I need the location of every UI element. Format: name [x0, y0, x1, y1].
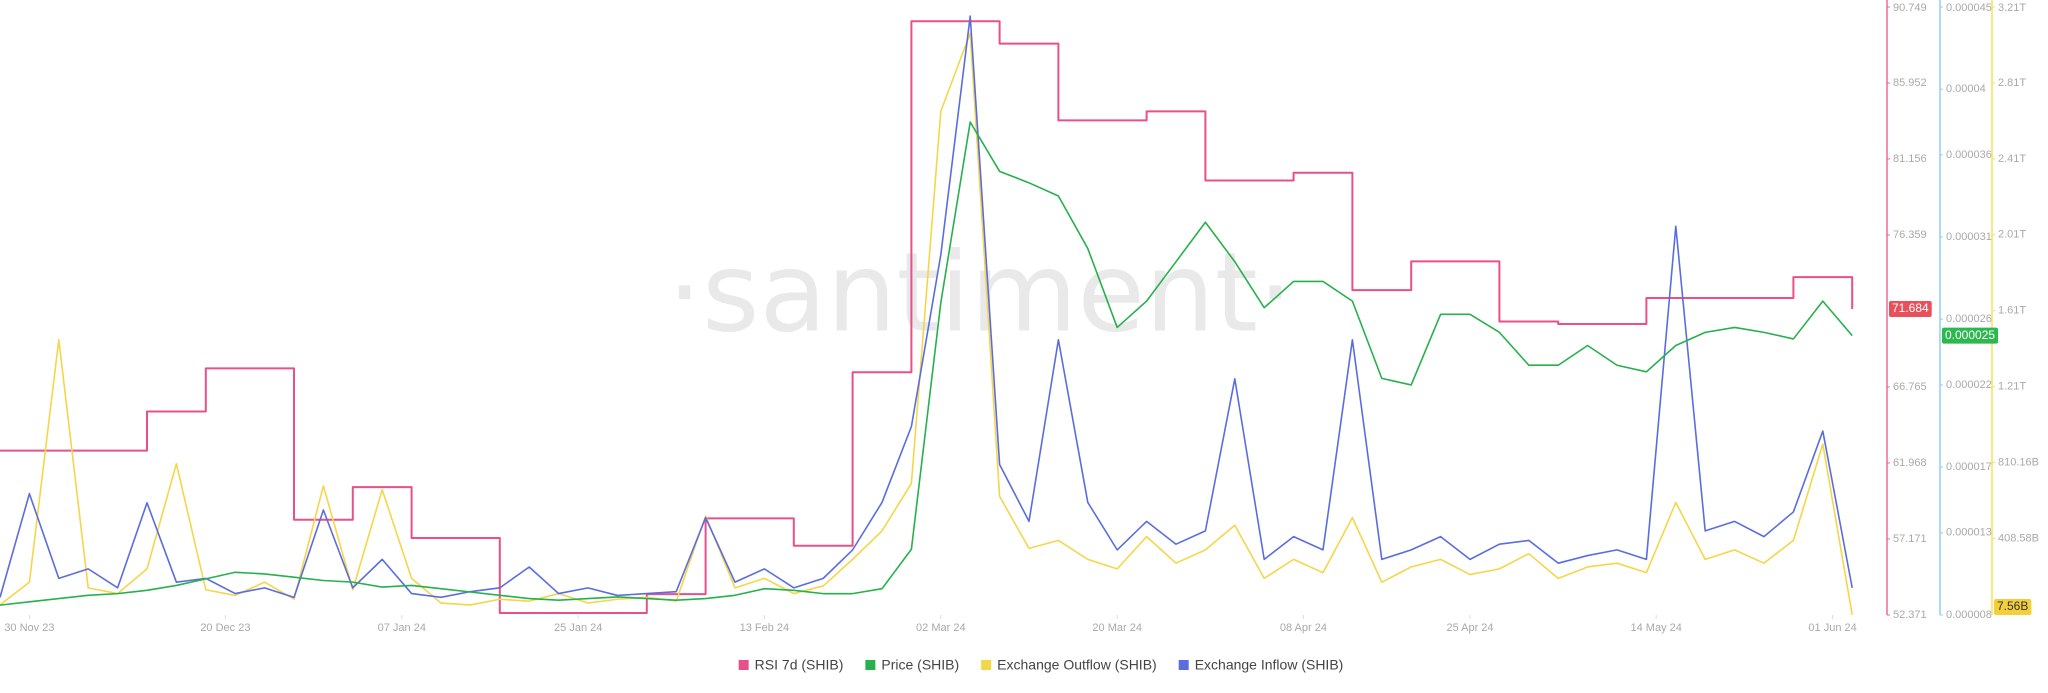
y-tick-label: 85.952 [1893, 77, 1927, 89]
badge-label: 7.56B [1997, 599, 2028, 613]
x-tick-label: 01 Jun 24 [1808, 622, 1856, 634]
y-tick-label: 90.749 [1893, 2, 1927, 14]
y-tick-label: 0.000045 [1946, 2, 1992, 14]
last-value-badge: 0.000025 [1942, 327, 1999, 344]
legend: RSI 7d (SHIB) Price (SHIB) Exchange Outflo… [738, 657, 1344, 673]
y-tick-label: 0.000036 [1946, 149, 1992, 161]
legend-label: Exchange Inflow (SHIB) [1195, 657, 1344, 673]
legend-swatch [981, 660, 992, 670]
series-line [0, 15, 1853, 599]
y-tick-label: 2.01T [1998, 229, 2026, 241]
x-tick-label: 08 Apr 24 [1280, 622, 1327, 634]
legend-label: Exchange Outflow (SHIB) [997, 657, 1157, 673]
x-tick-label: 25 Jan 24 [554, 622, 602, 634]
last-value-badge: 71.684 [1889, 301, 1932, 318]
y-tick-label: 66.765 [1893, 381, 1927, 393]
x-tick-label: 20 Mar 24 [1092, 622, 1142, 634]
last-value-badge: 7.56B [1994, 599, 2032, 615]
x-tick-label: 20 Dec 23 [200, 622, 250, 634]
y-tick-label: 0.000013 [1946, 527, 1992, 539]
y-tick-label: 0.00004 [1946, 83, 1986, 95]
y-tick-label: 57.171 [1893, 533, 1927, 545]
y-tick-label: 408.58B [1998, 533, 2039, 545]
y-tick-label: 81.156 [1893, 153, 1927, 165]
legend-swatch [865, 660, 876, 670]
y-tick-label: 0.000022 [1946, 379, 1992, 391]
y-tick-label: 2.81T [1998, 77, 2026, 89]
legend-swatch [1178, 660, 1189, 670]
y-tick-label: 52.371 [1893, 609, 1927, 621]
series-line [0, 32, 1853, 616]
badge-label: 0.000025 [1945, 328, 1995, 342]
y-tick-label: 0.000008 [1946, 609, 1992, 621]
badge-label: 71.684 [1892, 301, 1929, 315]
y-tick-label: 76.359 [1893, 229, 1927, 241]
x-tick-label: 13 Feb 24 [740, 622, 790, 634]
y-tick-label: 810.16B [1998, 456, 2039, 468]
legend-swatch [738, 660, 749, 670]
y-tick-label: 1.61T [1998, 305, 2026, 317]
legend-label: Price (SHIB) [881, 657, 959, 673]
y-tick-label: 1.21T [1998, 381, 2026, 393]
badge-box [1942, 327, 1999, 344]
x-tick-label: 30 Nov 23 [4, 622, 54, 634]
y-tick-label: 61.968 [1893, 457, 1927, 469]
y-tick-label: 0.000017 [1946, 461, 1992, 473]
legend-label: RSI 7d (SHIB) [755, 657, 844, 673]
watermark: ·santiment· [667, 228, 1293, 356]
x-tick-label: 25 Apr 24 [1446, 622, 1493, 634]
y-tick-label: 2.41T [1998, 153, 2026, 165]
x-tick-label: 02 Mar 24 [916, 622, 966, 634]
x-tick-label: 14 May 24 [1631, 622, 1682, 634]
badge-box [1889, 301, 1932, 318]
series-line [0, 121, 1853, 606]
y-tick-label: 3.21T [1998, 2, 2026, 14]
y-tick-label: 0.000031 [1946, 231, 1992, 243]
badge-box [1994, 599, 2032, 615]
y-tick-label: 0.000026 [1946, 313, 1992, 325]
x-tick-label: 07 Jan 24 [378, 622, 426, 634]
